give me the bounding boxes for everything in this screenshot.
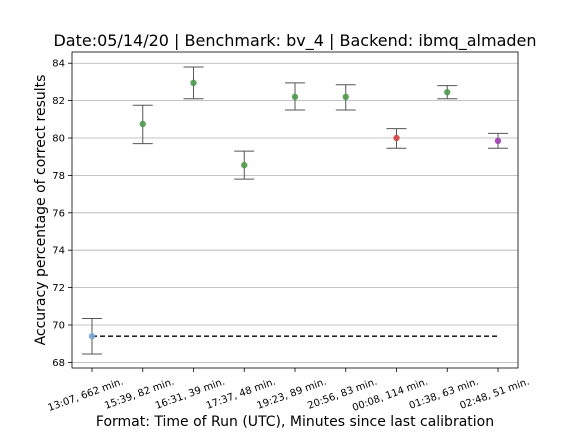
y-tick-label: 72 — [52, 283, 65, 294]
data-point — [342, 93, 349, 101]
y-tick-label: 76 — [52, 208, 65, 219]
y-tick-label: 78 — [52, 171, 65, 182]
data-point — [139, 120, 146, 128]
data-point — [88, 333, 96, 340]
data-point — [241, 161, 248, 169]
chart-title: Date:05/14/20 | Benchmark: bv_4 | Backen… — [53, 31, 536, 51]
y-axis-label: Accuracy percentage of correct results — [33, 75, 49, 346]
data-point — [444, 89, 451, 96]
y-tick-label: 68 — [52, 358, 65, 369]
y-tick-label: 82 — [52, 96, 65, 107]
x-axis-label: Format: Time of Run (UTC), Minutes since… — [96, 414, 494, 430]
y-tick-label: 74 — [52, 246, 65, 257]
data-point — [494, 137, 502, 145]
data-point — [291, 93, 299, 101]
grid-lines — [72, 62, 518, 363]
data-point — [393, 134, 400, 142]
data-points — [88, 79, 502, 340]
y-tick-label: 84 — [52, 59, 65, 70]
y-tick-label: 70 — [52, 320, 65, 331]
y-tick-label: 80 — [52, 134, 65, 145]
y-axis-ticks: 68 70 72 74 76 78 80 82 84 — [52, 59, 72, 369]
data-point — [190, 79, 197, 87]
